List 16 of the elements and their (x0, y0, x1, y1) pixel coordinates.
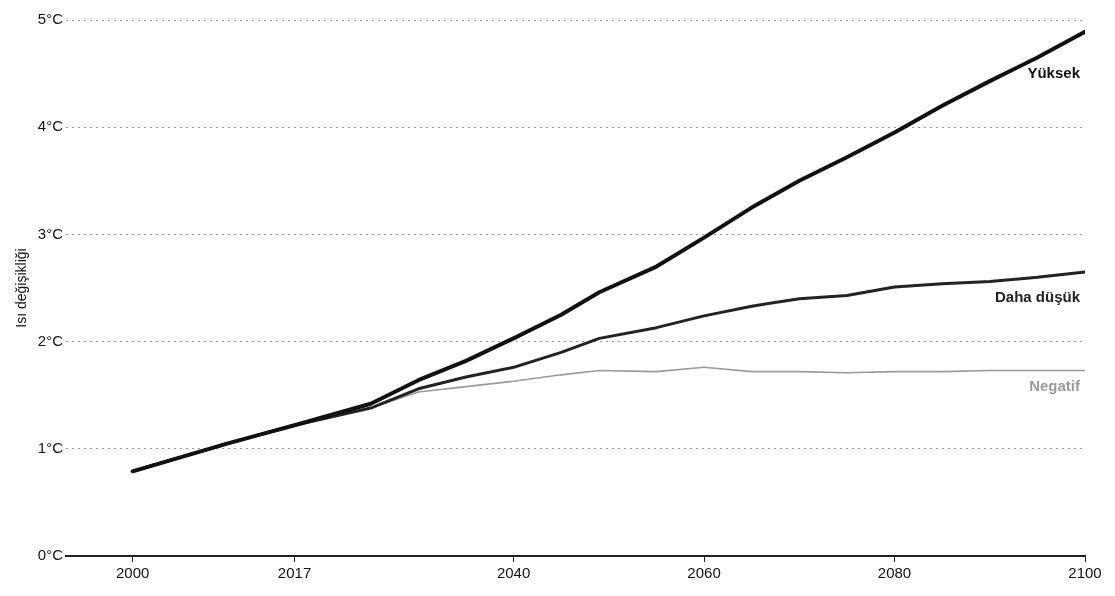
y-tick-label: 1°C (37, 438, 64, 456)
series-label: Negatif (1029, 376, 1081, 394)
x-tick-label: 2000 (115, 564, 150, 582)
series-label: Yüksek (1027, 63, 1081, 81)
x-tick-label: 2040 (496, 564, 531, 582)
y-tick-label: 5°C (37, 10, 64, 28)
y-axis-title: Isı değişikliği (13, 248, 30, 328)
y-tick-label: 2°C (37, 331, 64, 349)
x-tick-label: 2100 (1068, 564, 1102, 582)
x-tick-label: 2017 (277, 564, 312, 582)
series-label: Daha düşük (994, 287, 1081, 305)
y-tick-label: 0°C (37, 546, 64, 564)
y-tick-label: 4°C (37, 117, 64, 135)
x-tick-label: 2080 (877, 564, 912, 582)
x-tick-label: 2060 (687, 564, 721, 582)
y-tick-label: 3°C (37, 224, 64, 242)
